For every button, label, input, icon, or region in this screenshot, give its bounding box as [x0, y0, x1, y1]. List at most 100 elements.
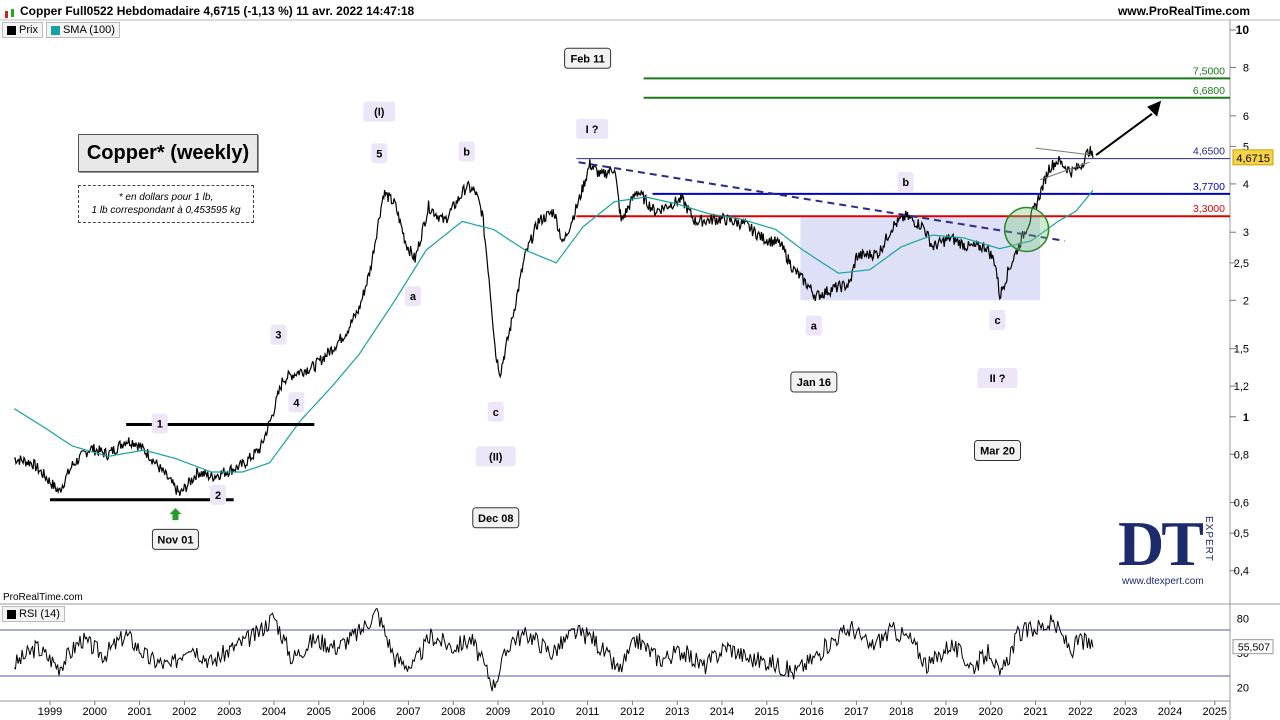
x-tick-label: 2006: [351, 706, 375, 718]
level-label: 3,7700: [1193, 181, 1225, 193]
y-tick-label: 1,2: [1234, 381, 1249, 393]
projection-arrow: [1095, 112, 1153, 156]
wave-label-box: [288, 392, 305, 413]
x-tick-label: 2015: [755, 706, 779, 718]
wave-label: II ?: [990, 373, 1006, 385]
wave-label: 5: [376, 148, 382, 160]
y-tick-label: 5: [1243, 141, 1249, 153]
x-tick-label: 2019: [934, 706, 958, 718]
y-tick-label: 4: [1243, 179, 1249, 191]
source-label: ProRealTime.com: [3, 592, 83, 603]
wave-label: a: [410, 291, 417, 303]
x-tick-label: 2009: [486, 706, 510, 718]
x-tick-label: 2001: [127, 706, 151, 718]
legend-item-rsi[interactable]: RSI (14): [2, 606, 65, 622]
wave-label-box: [487, 401, 504, 422]
x-tick-label: 2016: [799, 706, 823, 718]
x-tick-label: 2002: [172, 706, 196, 718]
sma-swatch: [50, 25, 60, 35]
current-price-label: 4,6715: [1236, 153, 1270, 165]
downtrend-line: [578, 161, 1065, 242]
y-tick-label: 3: [1243, 227, 1249, 239]
x-tick-label: 2005: [307, 706, 331, 718]
unit-note-line2: 1 lb correspondant à 0,453595 kg: [91, 205, 241, 216]
date-label: Nov 01: [157, 534, 193, 546]
x-tick-label: 2003: [217, 706, 241, 718]
wave-label: 3: [275, 330, 281, 342]
wave-label-box: [475, 446, 516, 467]
rsi-tick-label: 20: [1237, 683, 1249, 695]
y-tick-label: 0,8: [1234, 449, 1249, 461]
y-tick-label: 0,4: [1234, 566, 1249, 578]
y-tick-label: 0,6: [1234, 498, 1249, 510]
legend-label-sma: SMA (100): [62, 24, 115, 36]
date-label-box: [790, 371, 838, 393]
wave-label: a: [811, 321, 818, 333]
wave-label-box: [363, 101, 396, 122]
wave-label: (II): [489, 451, 503, 463]
wave-label-box: [576, 118, 609, 139]
date-label: Dec 08: [478, 513, 513, 525]
wave-label: b: [902, 177, 909, 189]
wave-label-box: [270, 324, 287, 345]
date-label-box: [564, 47, 612, 69]
x-tick-label: 2023: [1113, 706, 1137, 718]
x-tick-label: 2012: [620, 706, 644, 718]
rsi-tick-label: 80: [1237, 614, 1249, 626]
wave-label: b: [463, 147, 470, 159]
level-label: 3,3000: [1193, 203, 1225, 215]
level-label: 6,6800: [1193, 85, 1225, 97]
chart-title-box: Copper* (weekly): [78, 134, 258, 172]
wave-label-box: [210, 484, 226, 505]
dt-expert-logo: DT EXPERT www.dtexpert.com: [1118, 512, 1216, 590]
x-tick-label: 2017: [844, 706, 868, 718]
x-tick-label: 2014: [710, 706, 734, 718]
level-label: 7,5000: [1193, 65, 1225, 77]
rsi-swatch: [7, 609, 16, 619]
wave-label-box: [805, 315, 822, 336]
wave-label: (I): [374, 107, 385, 119]
y-tick-label: 2: [1243, 295, 1249, 307]
price-line: [13, 146, 1094, 496]
wave-label-box: [151, 413, 168, 434]
wave-label: 4: [293, 397, 300, 409]
legend-label-rsi: RSI (14): [19, 608, 60, 620]
wave-label-box: [458, 141, 475, 162]
date-label: Jan 16: [797, 377, 831, 389]
y-tick-label: 2,5: [1234, 258, 1249, 270]
y-tick-label: 1: [1243, 412, 1249, 424]
price-swatch: [7, 25, 16, 35]
wave-label: 1: [157, 419, 163, 431]
wave-label: 2: [215, 490, 221, 502]
x-tick-label: 2000: [83, 706, 107, 718]
x-tick-label: 2010: [531, 706, 555, 718]
wave-label-box: [989, 309, 1006, 330]
legend-item-price[interactable]: Prix: [2, 22, 43, 38]
wave-label-box: [977, 367, 1018, 388]
legend-item-sma[interactable]: SMA (100): [45, 22, 120, 38]
wave-label: I ?: [586, 124, 599, 136]
date-label: Feb 11: [570, 53, 604, 65]
x-tick-label: 2020: [979, 706, 1003, 718]
channel-lower: [1039, 161, 1090, 181]
site-label: www.ProRealTime.com: [1117, 4, 1250, 18]
wave-label-box: [897, 171, 914, 192]
x-tick-label: 2004: [262, 706, 286, 718]
channel-upper: [1035, 147, 1092, 156]
rsi-current-label: 55,507: [1238, 642, 1270, 654]
projection-arrowhead: [1147, 100, 1162, 117]
date-label-box: [472, 507, 520, 529]
rsi-line: [13, 607, 1094, 692]
current-price-tag: [1232, 149, 1274, 166]
breakout-circle: [1003, 206, 1050, 253]
logo-mark: DT: [1118, 508, 1204, 579]
chart-type-icon: [4, 6, 16, 18]
date-label: Mar 20: [980, 446, 1015, 458]
logo-subtitle: EXPERT: [1203, 516, 1214, 562]
buy-arrow-icon: [169, 508, 182, 521]
rsi-current-tag: [1232, 639, 1274, 655]
x-tick-label: 2024: [1158, 706, 1182, 718]
x-tick-label: 2013: [665, 706, 689, 718]
price-legend: Prix SMA (100): [2, 22, 123, 38]
